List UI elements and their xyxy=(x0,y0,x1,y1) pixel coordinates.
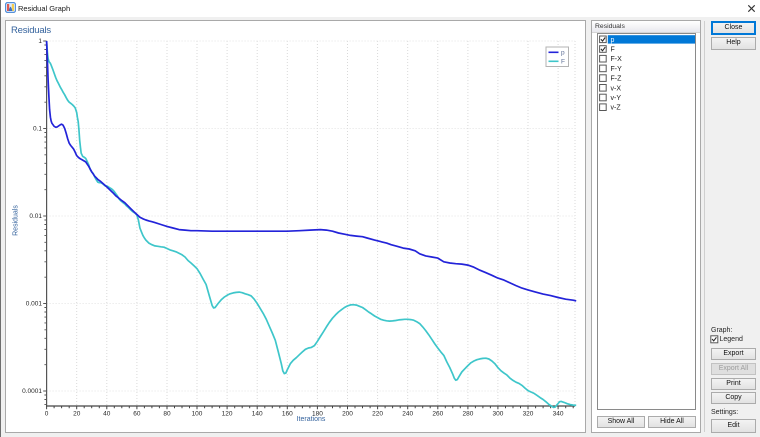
svg-text:v-X: v-X xyxy=(611,85,622,92)
svg-text:0.001: 0.001 xyxy=(26,301,43,308)
svg-text:260: 260 xyxy=(432,411,443,418)
svg-text:F: F xyxy=(611,47,615,54)
svg-text:F-X: F-X xyxy=(611,56,623,63)
svg-text:0.1: 0.1 xyxy=(33,126,42,133)
svg-text:p: p xyxy=(611,37,615,44)
svg-text:60: 60 xyxy=(133,411,141,418)
svg-text:v-Y: v-Y xyxy=(611,95,622,102)
svg-text:240: 240 xyxy=(402,411,413,418)
svg-text:340: 340 xyxy=(553,411,564,418)
svg-text:280: 280 xyxy=(462,411,473,418)
svg-text:1: 1 xyxy=(38,38,42,45)
svg-text:220: 220 xyxy=(372,411,383,418)
svg-text:v-Z: v-Z xyxy=(611,105,622,112)
svg-text:40: 40 xyxy=(103,411,111,418)
svg-text:200: 200 xyxy=(342,411,353,418)
svg-text:320: 320 xyxy=(523,411,534,418)
svg-text:0: 0 xyxy=(45,411,49,418)
svg-text:80: 80 xyxy=(163,411,171,418)
svg-text:0.0001: 0.0001 xyxy=(22,388,42,395)
svg-text:120: 120 xyxy=(222,411,233,418)
svg-text:100: 100 xyxy=(192,411,203,418)
svg-text:160: 160 xyxy=(282,411,293,418)
svg-text:0.01: 0.01 xyxy=(29,213,42,220)
svg-text:180: 180 xyxy=(312,411,323,418)
svg-text:F-Z: F-Z xyxy=(611,76,623,83)
svg-text:20: 20 xyxy=(73,411,81,418)
svg-text:p: p xyxy=(561,50,565,57)
svg-text:140: 140 xyxy=(252,411,263,418)
svg-text:300: 300 xyxy=(492,411,503,418)
svg-text:F-Y: F-Y xyxy=(611,66,623,73)
svg-text:F: F xyxy=(561,59,565,66)
